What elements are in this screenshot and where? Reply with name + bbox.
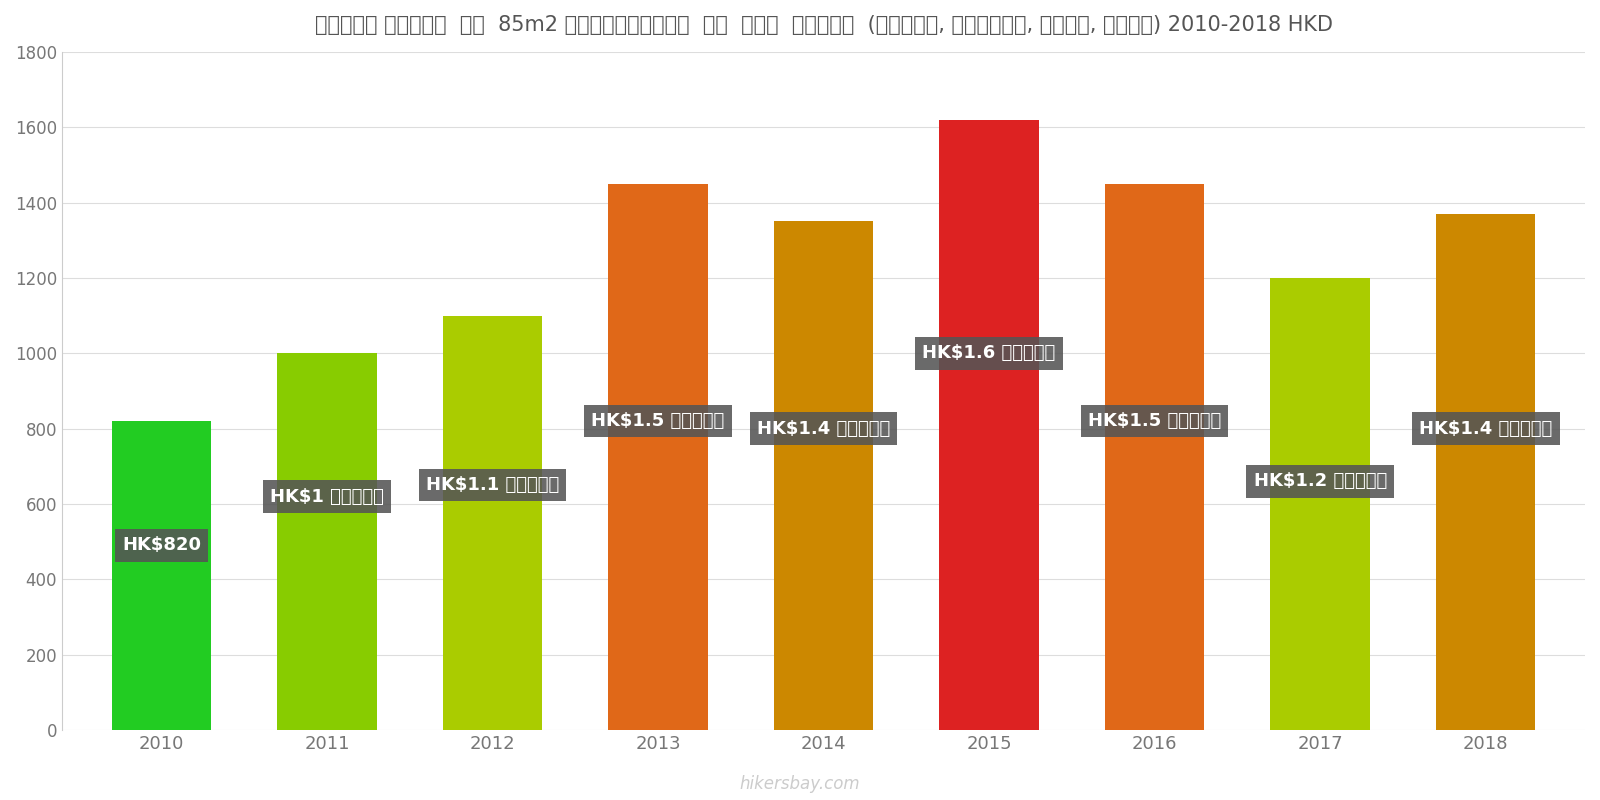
Bar <box>774 222 874 730</box>
Text: HK$1.2 हज़ार: HK$1.2 हज़ार <box>1253 473 1387 490</box>
Bar <box>608 184 707 730</box>
Text: HK$1.5 हज़ार: HK$1.5 हज़ार <box>1088 412 1221 430</box>
Bar <box>443 316 542 730</box>
Title: हॉन्ग कॉन्ग  एक  85m2 अपार्टमेंट  के  लिए  शुल्क  (बिजली, हीटिंग, पानी, कचरा) 20: हॉन्ग कॉन्ग एक 85m2 अपार्टमेंट के लिए शु… <box>315 15 1333 35</box>
Bar <box>277 354 376 730</box>
Bar <box>939 120 1038 730</box>
Text: HK$1.6 हज़ार: HK$1.6 हज़ार <box>923 344 1056 362</box>
Text: HK$1.5 हज़ार: HK$1.5 हज़ार <box>592 412 725 430</box>
Bar <box>1437 214 1536 730</box>
Text: hikersbay.com: hikersbay.com <box>739 775 861 793</box>
Bar <box>1270 278 1370 730</box>
Bar <box>112 421 211 730</box>
Text: HK$1.1 हज़ार: HK$1.1 हज़ार <box>426 476 558 494</box>
Bar <box>1106 184 1205 730</box>
Text: HK$820: HK$820 <box>122 537 202 554</box>
Text: HK$1 हज़ार: HK$1 हज़ार <box>270 487 384 506</box>
Text: HK$1.4 हज़ार: HK$1.4 हज़ार <box>1419 420 1552 438</box>
Text: HK$1.4 हज़ार: HK$1.4 हज़ार <box>757 420 890 438</box>
